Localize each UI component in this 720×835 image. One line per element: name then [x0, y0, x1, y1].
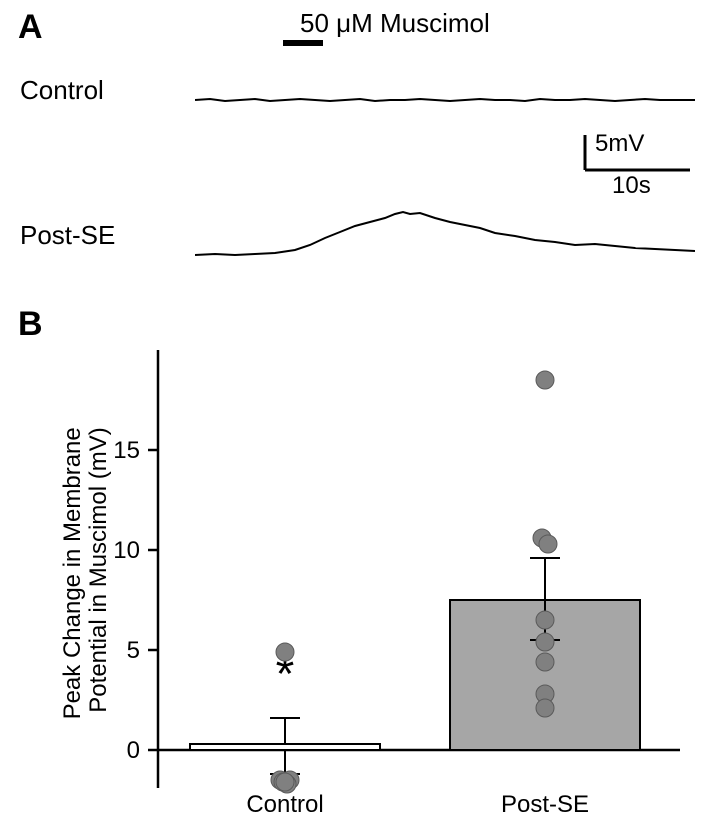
svg-text:15: 15: [113, 437, 140, 464]
panel-b-label: B: [18, 305, 43, 344]
drug-label: 50 μM Muscimol: [300, 8, 490, 39]
trace-control: [195, 85, 695, 115]
svg-text:Peak Change in Membrane Po: Peak Change in Membrane Potential in Mus…: [60, 421, 112, 720]
svg-text:0: 0: [127, 737, 140, 764]
panel-a-label: A: [18, 8, 43, 47]
svg-text:Post-SE: Post-SE: [501, 791, 589, 818]
drug-application-bar: [283, 38, 343, 48]
trace-postse-label: Post-SE: [20, 220, 115, 251]
svg-text:10: 10: [113, 537, 140, 564]
svg-text:Control: Control: [246, 791, 323, 818]
svg-text:5: 5: [127, 637, 140, 664]
bar-chart: 0 5 10 15 * Control Post-SE Peak Change …: [60, 320, 700, 825]
trace-postse: [195, 200, 695, 270]
scale-y-label: 5mV: [595, 130, 644, 158]
scale-x-label: 10s: [612, 172, 651, 200]
trace-control-label: Control: [20, 75, 104, 106]
